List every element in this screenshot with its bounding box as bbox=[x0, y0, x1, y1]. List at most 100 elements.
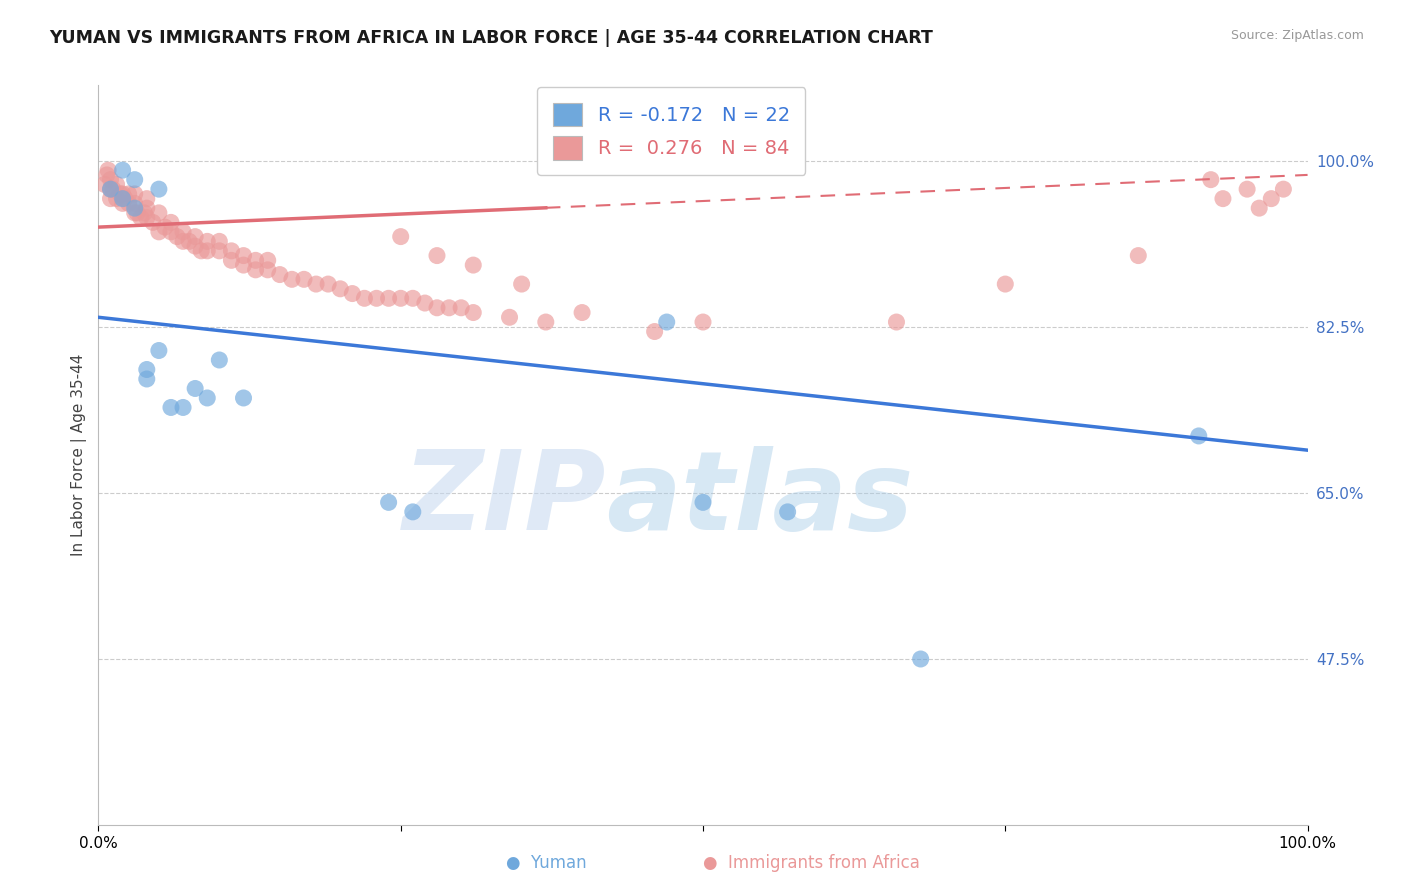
Point bbox=[124, 172, 146, 186]
Point bbox=[111, 196, 134, 211]
Point bbox=[692, 495, 714, 509]
Point bbox=[148, 182, 170, 196]
Point bbox=[148, 206, 170, 220]
Point bbox=[245, 263, 267, 277]
Point bbox=[377, 291, 399, 305]
Point bbox=[305, 277, 328, 291]
Point bbox=[166, 229, 188, 244]
Point bbox=[221, 244, 243, 258]
Point bbox=[329, 282, 352, 296]
Point bbox=[571, 305, 593, 319]
Point bbox=[172, 235, 194, 249]
Point bbox=[190, 244, 212, 258]
Point bbox=[172, 401, 194, 415]
Point bbox=[463, 305, 485, 319]
Point bbox=[776, 505, 799, 519]
Point bbox=[179, 235, 201, 249]
Point bbox=[281, 272, 304, 286]
Text: YUMAN VS IMMIGRANTS FROM AFRICA IN LABOR FORCE | AGE 35-44 CORRELATION CHART: YUMAN VS IMMIGRANTS FROM AFRICA IN LABOR… bbox=[49, 29, 934, 46]
Point bbox=[402, 291, 425, 305]
Point bbox=[221, 253, 243, 268]
Point bbox=[366, 291, 388, 305]
Point bbox=[208, 244, 231, 258]
Point bbox=[172, 225, 194, 239]
Point bbox=[232, 249, 254, 263]
Point bbox=[1188, 429, 1211, 443]
Point bbox=[124, 186, 146, 201]
Point bbox=[127, 206, 149, 220]
Point bbox=[195, 391, 218, 405]
Text: atlas: atlas bbox=[606, 446, 914, 553]
Legend: R = -0.172   N = 22, R =  0.276   N = 84: R = -0.172 N = 22, R = 0.276 N = 84 bbox=[537, 87, 806, 176]
Point bbox=[342, 286, 364, 301]
Point bbox=[100, 182, 122, 196]
Point bbox=[1236, 182, 1258, 196]
Point bbox=[148, 225, 170, 239]
Point bbox=[498, 310, 520, 325]
Point bbox=[208, 235, 231, 249]
Point bbox=[269, 268, 291, 282]
Point bbox=[97, 163, 120, 178]
Point bbox=[124, 206, 146, 220]
Point bbox=[256, 253, 278, 268]
Point bbox=[644, 325, 666, 339]
Point bbox=[153, 220, 176, 235]
Point bbox=[1272, 182, 1295, 196]
Point bbox=[256, 263, 278, 277]
Y-axis label: In Labor Force | Age 35-44: In Labor Force | Age 35-44 bbox=[72, 354, 87, 556]
Point bbox=[118, 196, 141, 211]
Point bbox=[105, 192, 128, 206]
Point bbox=[160, 215, 183, 229]
Point bbox=[1199, 172, 1222, 186]
Point bbox=[135, 201, 157, 215]
Point bbox=[232, 258, 254, 272]
Point bbox=[1212, 192, 1234, 206]
Point bbox=[232, 391, 254, 405]
Point bbox=[1128, 249, 1150, 263]
Point bbox=[184, 239, 207, 253]
Point bbox=[389, 291, 412, 305]
Point bbox=[402, 505, 425, 519]
Point bbox=[100, 192, 122, 206]
Point bbox=[184, 382, 207, 396]
Point bbox=[389, 229, 412, 244]
Point bbox=[160, 401, 183, 415]
Point bbox=[124, 196, 146, 211]
Point bbox=[100, 172, 122, 186]
Point bbox=[353, 291, 375, 305]
Point bbox=[111, 163, 134, 178]
Point bbox=[1260, 192, 1282, 206]
Text: Source: ZipAtlas.com: Source: ZipAtlas.com bbox=[1230, 29, 1364, 42]
Point bbox=[1249, 201, 1271, 215]
Point bbox=[105, 178, 128, 192]
Point bbox=[135, 211, 157, 225]
Point bbox=[142, 215, 165, 229]
Point bbox=[148, 343, 170, 358]
Point bbox=[692, 315, 714, 329]
Point bbox=[195, 235, 218, 249]
Point bbox=[655, 315, 678, 329]
Point bbox=[413, 296, 436, 310]
Point bbox=[101, 182, 124, 196]
Point bbox=[111, 186, 134, 201]
Point bbox=[208, 353, 231, 368]
Point bbox=[160, 225, 183, 239]
Text: ●  Yuman: ● Yuman bbox=[506, 855, 586, 872]
Point bbox=[426, 301, 449, 315]
Point bbox=[377, 495, 399, 509]
Point bbox=[100, 182, 122, 196]
Point bbox=[114, 192, 136, 206]
Point bbox=[184, 229, 207, 244]
Point bbox=[450, 301, 472, 315]
Point bbox=[124, 201, 146, 215]
Point bbox=[135, 372, 157, 386]
Point bbox=[134, 206, 156, 220]
Text: ZIP: ZIP bbox=[402, 446, 606, 553]
Point bbox=[135, 192, 157, 206]
Point bbox=[96, 168, 118, 182]
Point bbox=[910, 652, 932, 666]
Point bbox=[292, 272, 315, 286]
Point bbox=[195, 244, 218, 258]
Point bbox=[111, 192, 134, 206]
Point bbox=[534, 315, 557, 329]
